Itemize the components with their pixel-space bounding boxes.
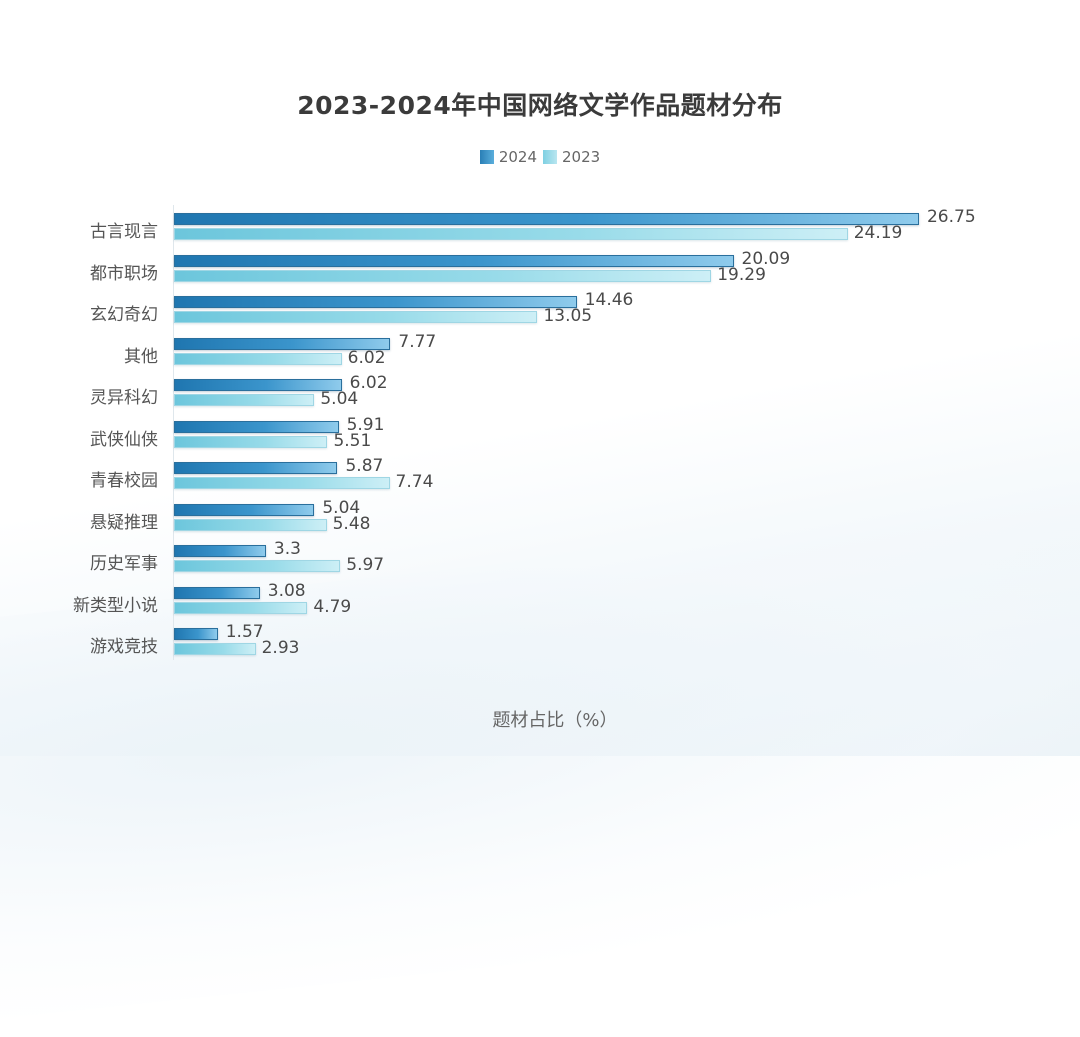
value-label-2023: 7.74	[395, 472, 434, 492]
chart-legend: 2024 2023	[0, 148, 1080, 166]
value-label-2023: 24.19	[853, 223, 903, 243]
plot-area: 古言现言 26.75 24.19 都市职场 20.09 19.29 玄幻奇幻 14.46 13.…	[0, 205, 1080, 660]
bar-2024	[174, 628, 218, 640]
category-label: 历史军事	[90, 554, 158, 574]
bar-2023	[174, 311, 538, 323]
bar-row: 游戏竞技 1.57 2.93	[0, 622, 1080, 658]
value-label-2024: 3.08	[267, 580, 306, 601]
bar-2023	[174, 560, 341, 572]
value-label-2023: 6.02	[347, 347, 386, 368]
category-label: 灵异科幻	[90, 388, 158, 408]
value-label-2024: 7.77	[398, 331, 437, 352]
legend-item-2024: 2024	[479, 148, 537, 166]
bar-row: 青春校园 5.87 7.74	[0, 456, 1080, 492]
value-label-2024: 26.75	[926, 207, 976, 227]
bar-2024	[174, 462, 338, 474]
y-axis-line	[173, 205, 174, 660]
bar-2023	[174, 643, 256, 655]
legend-swatch-2024	[479, 150, 494, 164]
value-label-2023: 5.51	[333, 430, 372, 451]
bar-row: 悬疑推理 5.04 5.48	[0, 498, 1080, 534]
value-label-2023: 13.05	[543, 306, 593, 326]
category-label: 都市职场	[90, 263, 158, 284]
value-label-2024: 20.09	[741, 248, 791, 269]
value-label-2024: 1.57	[225, 622, 264, 642]
bar-row: 灵异科幻 6.02 5.04	[0, 373, 1080, 409]
category-label: 新类型小说	[73, 595, 158, 616]
bar-row: 新类型小说 3.08 4.79	[0, 581, 1080, 617]
value-label-2024: 5.87	[345, 456, 384, 476]
bar-2023	[174, 352, 342, 365]
bar-2023	[174, 601, 308, 614]
value-label-2024: 3.3	[273, 539, 301, 559]
value-label-2023: 5.48	[332, 513, 371, 534]
legend-label-2023: 2023	[562, 148, 601, 166]
category-label: 游戏竞技	[90, 637, 158, 657]
category-label: 武侠仙侠	[90, 429, 158, 450]
value-label-2023: 5.97	[346, 555, 385, 575]
bar-row: 其他 7.77 6.02	[0, 332, 1080, 368]
bar-row: 历史军事 3.3 5.97	[0, 539, 1080, 575]
legend-item-2023: 2023	[543, 148, 600, 166]
category-label: 古言现言	[90, 222, 158, 242]
category-label: 玄幻奇幻	[90, 305, 158, 325]
bar-2023	[174, 518, 327, 531]
category-label: 青春校园	[90, 471, 158, 491]
bar-row: 玄幻奇幻 14.46 13.05	[0, 290, 1080, 326]
bar-2023	[174, 435, 328, 448]
category-label: 悬疑推理	[90, 512, 158, 533]
bar-2023	[174, 228, 848, 240]
bar-2024	[174, 254, 734, 267]
bar-2023	[174, 269, 712, 282]
bar-2024	[174, 296, 577, 308]
bar-2024	[174, 213, 919, 225]
bar-row: 古言现言 26.75 24.19	[0, 207, 1080, 243]
bar-2023	[174, 394, 315, 406]
value-label-2023: 5.04	[320, 389, 359, 409]
bar-2024	[174, 420, 339, 433]
value-label-2024: 5.91	[346, 414, 385, 435]
bar-row: 武侠仙侠 5.91 5.51	[0, 415, 1080, 451]
bar-2024	[174, 503, 315, 516]
bar-2024	[174, 379, 342, 391]
value-label-2023: 2.93	[261, 638, 300, 658]
value-label-2024: 5.04	[322, 497, 361, 518]
value-label-2023: 4.79	[313, 596, 352, 617]
chart-title: 2023-2024年中国网络文学作品题材分布	[297, 91, 783, 120]
value-label-2024: 14.46	[584, 290, 634, 310]
value-label-2023: 19.29	[717, 264, 766, 285]
legend-swatch-2023	[543, 150, 557, 164]
bar-row: 都市职场 20.09 19.29	[0, 249, 1080, 285]
x-axis-label: 题材占比（%）	[492, 710, 618, 731]
value-label-2024: 6.02	[349, 373, 388, 393]
bar-2024	[174, 545, 266, 557]
bar-2024	[174, 337, 391, 350]
bar-2023	[174, 477, 390, 489]
bar-2024	[174, 586, 260, 599]
legend-label-2024: 2024	[498, 148, 537, 166]
category-label: 其他	[124, 346, 158, 367]
